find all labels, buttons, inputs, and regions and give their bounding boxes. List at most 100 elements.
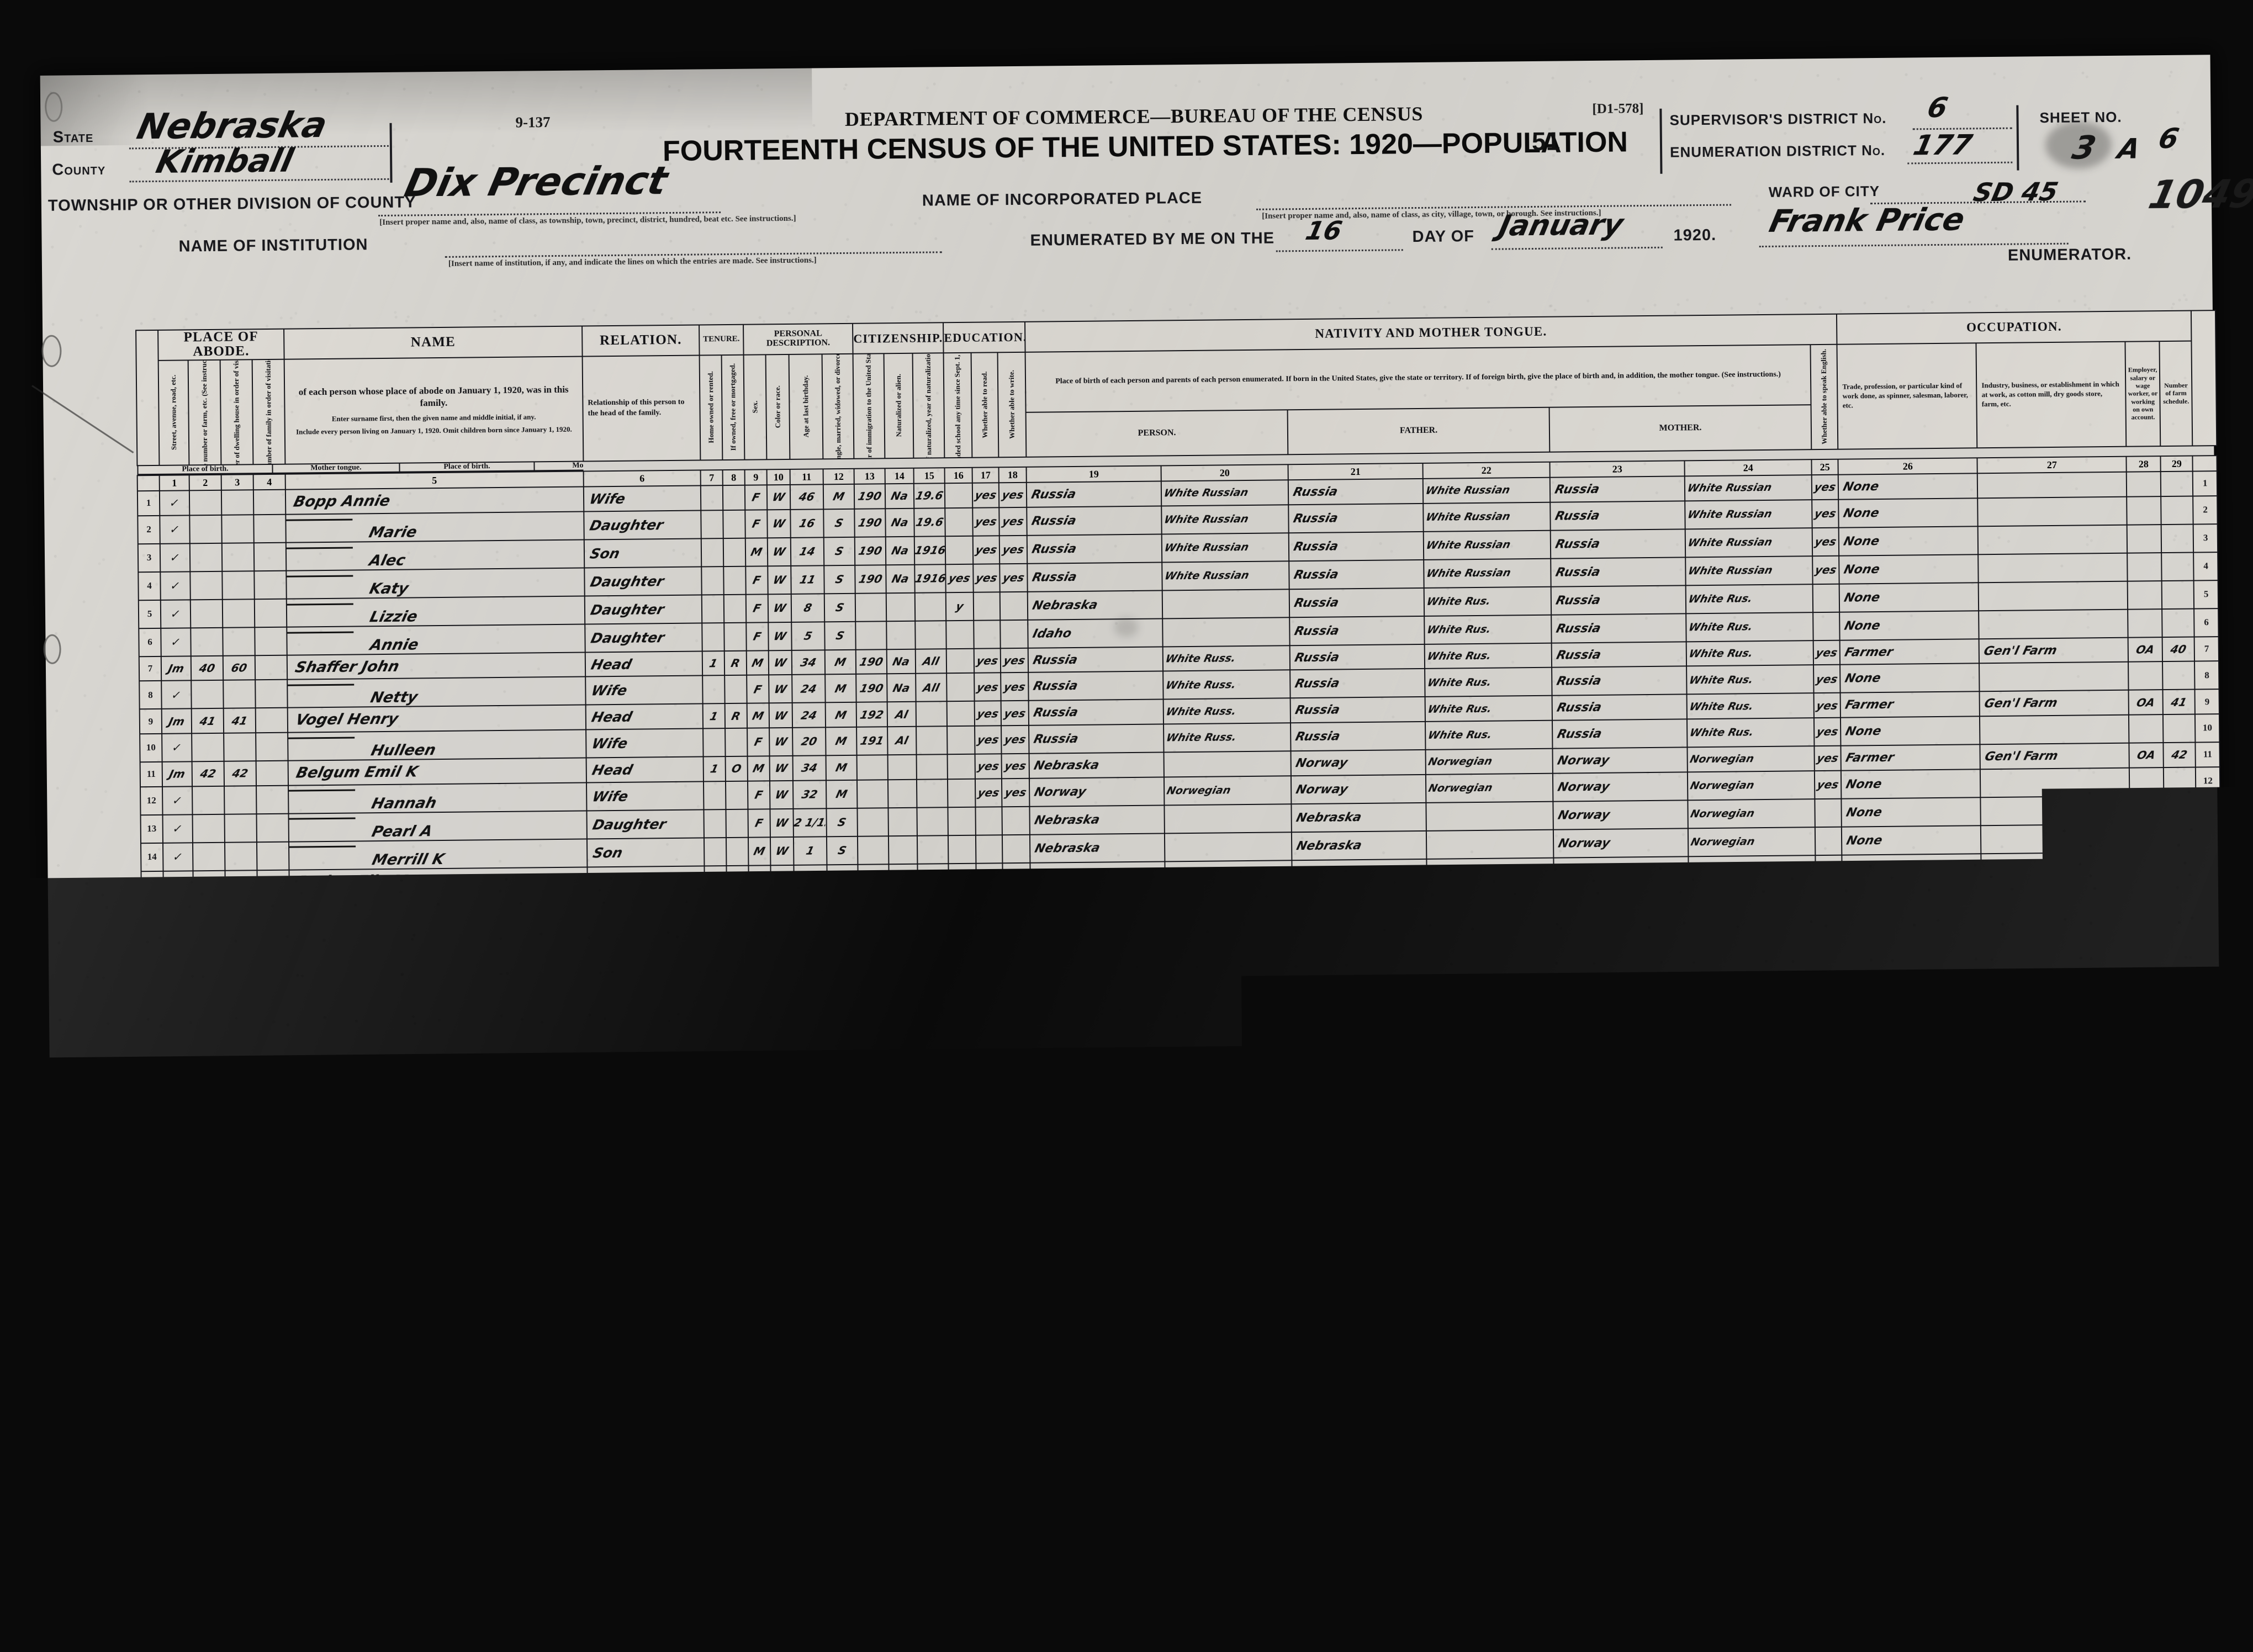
cell-father-birthplace[interactable]: Russia <box>1289 588 1424 617</box>
cell-dwelling-number[interactable] <box>227 1063 259 1092</box>
cell-able-to-read[interactable]: yes <box>976 915 1003 944</box>
cell-naturalized[interactable] <box>892 1222 921 1251</box>
cell-mother-birthplace[interactable]: Michigan <box>1556 1078 1690 1107</box>
cell-owned-free[interactable]: O <box>733 1601 755 1625</box>
cell-father-mother-tongue[interactable] <box>1431 1351 1558 1376</box>
cell-person-name[interactable]: Johnson Carl O <box>293 1279 591 1306</box>
cell-mother-birthplace[interactable]: Russia <box>1550 501 1685 530</box>
cell-immigration-year[interactable] <box>860 1139 891 1167</box>
cell-marital-status[interactable]: S <box>832 1438 863 1466</box>
cell-race[interactable]: W <box>769 650 792 675</box>
cell-dwelling-number[interactable] <box>228 1145 260 1173</box>
cell-sex[interactable]: F <box>750 1058 773 1087</box>
cell-speaks-english[interactable]: yes <box>1815 770 1842 798</box>
cell-able-to-read[interactable]: yes <box>977 972 1003 1000</box>
cell-occupation[interactable]: None <box>1847 1399 1986 1428</box>
enumeration-value[interactable]: 177 <box>1911 129 1975 161</box>
cell-mother-mother-tongue[interactable]: Swedish <box>1691 1130 1818 1159</box>
cell-home-tenure[interactable] <box>706 1031 728 1059</box>
cell-immigration-year[interactable] <box>858 836 888 865</box>
cell-dwelling-number[interactable]: 42 <box>224 761 256 786</box>
cell-naturalization-year[interactable] <box>917 779 948 808</box>
cell-attended-school[interactable] <box>952 1250 980 1275</box>
cell-naturalized[interactable]: Na <box>887 674 916 702</box>
cell-relation[interactable]: Head <box>591 1278 708 1304</box>
cell-naturalized[interactable] <box>892 1251 921 1275</box>
cell-owned-free[interactable]: M <box>727 975 750 1003</box>
cell-house-number[interactable] <box>200 1630 232 1652</box>
cell-dwelling-number[interactable] <box>221 515 253 543</box>
cell-race[interactable]: W <box>767 485 790 510</box>
cell-mother-mother-tongue[interactable]: Norwegian <box>1688 827 1815 856</box>
cell-age[interactable]: 2 1/12 <box>794 808 827 837</box>
cell-employer-class[interactable] <box>2132 1073 2166 1102</box>
cell-sex[interactable]: F <box>745 485 767 510</box>
cell-employer-class[interactable] <box>2130 852 2165 877</box>
cell-marital-status[interactable]: S <box>827 917 858 946</box>
cell-speaks-english[interactable] <box>1817 1049 1844 1077</box>
cell-race[interactable]: W <box>777 1516 800 1544</box>
cell-father-mother-tongue[interactable]: White Russian <box>1424 530 1551 559</box>
county-value[interactable]: Kimball <box>153 141 297 181</box>
cell-home-tenure[interactable] <box>701 538 723 566</box>
cell-naturalization-year[interactable]: 19.6 <box>914 508 945 537</box>
cell-sex[interactable]: M <box>755 1601 778 1625</box>
cell-race[interactable]: W <box>771 889 794 918</box>
cell-family-number[interactable] <box>261 1257 293 1282</box>
cell-marital-status[interactable]: M <box>834 1624 865 1652</box>
cell-relation[interactable]: Son <box>592 1330 709 1359</box>
cell-mother-birthplace[interactable]: Sweden <box>1555 993 1690 1023</box>
cell-owned-free[interactable] <box>728 1003 750 1031</box>
cell-immigration-year[interactable]: 190 <box>855 537 886 565</box>
cell-employer-class[interactable] <box>2129 714 2163 743</box>
cell-family-number[interactable] <box>255 680 288 708</box>
cell-speaks-english[interactable]: yes <box>1813 640 1841 665</box>
cell-farm-schedule[interactable] <box>2168 1210 2201 1239</box>
cell-sex[interactable]: F <box>749 918 771 946</box>
cell-family-number[interactable] <box>260 1120 292 1145</box>
cell-sex[interactable]: F <box>752 1168 774 1196</box>
cell-race[interactable]: W <box>768 622 791 650</box>
cell-immigration-year[interactable] <box>863 1357 893 1381</box>
cell-industry[interactable] <box>1983 1046 2132 1076</box>
cell-marital-status[interactable]: S <box>827 889 858 918</box>
cell-attended-school[interactable]: yes <box>951 1166 979 1194</box>
cell-attended-school[interactable] <box>945 536 973 564</box>
cell-sex[interactable]: M <box>754 1467 776 1492</box>
cell-father-mother-tongue[interactable] <box>1426 829 1553 859</box>
cell-mother-mother-tongue[interactable] <box>1690 1020 1817 1050</box>
cell-race[interactable]: W <box>773 1140 796 1168</box>
cell-person-mother-tongue[interactable] <box>1165 913 1292 942</box>
cell-age[interactable]: 18 <box>800 1466 833 1491</box>
cell-family-number[interactable] <box>263 1471 295 1496</box>
cell-naturalized[interactable] <box>894 1409 923 1437</box>
cell-sex[interactable]: M <box>753 1330 775 1358</box>
cell-person-name[interactable]: Marjorie <box>294 1441 593 1471</box>
cell-person-birthplace[interactable]: Nebraska <box>1030 833 1165 862</box>
cell-owned-free[interactable] <box>728 1059 751 1087</box>
cell-person-mother-tongue[interactable]: White Russ. <box>1163 645 1290 671</box>
cell-marital-status[interactable]: S <box>834 1571 865 1600</box>
cell-father-mother-tongue[interactable]: Norwegian <box>1426 773 1553 802</box>
cell-able-to-read[interactable] <box>976 835 1002 863</box>
cell-father-birthplace[interactable]: Iowa <box>1299 1566 1434 1596</box>
cell-dwelling-number[interactable] <box>226 1035 258 1064</box>
cell-race[interactable]: W <box>775 1358 798 1383</box>
cell-person-mother-tongue[interactable] <box>1170 1353 1297 1379</box>
cell-person-mother-tongue[interactable]: Swedish <box>1166 997 1293 1026</box>
cell-industry[interactable] <box>1984 1183 2133 1212</box>
cell-race[interactable]: W <box>778 1601 801 1625</box>
cell-able-to-write[interactable]: yes <box>1002 754 1029 779</box>
cell-person-name[interactable]: Annie <box>287 624 585 655</box>
cell-owned-free[interactable]: R <box>731 1358 753 1383</box>
cell-occupation[interactable]: None <box>1842 906 1981 935</box>
cell-attended-school[interactable] <box>945 508 972 536</box>
cell-father-birthplace[interactable]: Illinois <box>1299 1619 1434 1648</box>
cell-attended-school[interactable] <box>949 916 976 944</box>
cell-sex[interactable]: M <box>751 1115 773 1140</box>
cell-marital-status[interactable]: M <box>833 1491 864 1516</box>
cell-mother-birthplace[interactable]: Illinois <box>1561 1645 1696 1652</box>
cell-home-tenure[interactable] <box>704 809 726 838</box>
cell-person-mother-tongue[interactable] <box>1171 1462 1298 1488</box>
cell-speaks-english[interactable] <box>1815 798 1842 827</box>
